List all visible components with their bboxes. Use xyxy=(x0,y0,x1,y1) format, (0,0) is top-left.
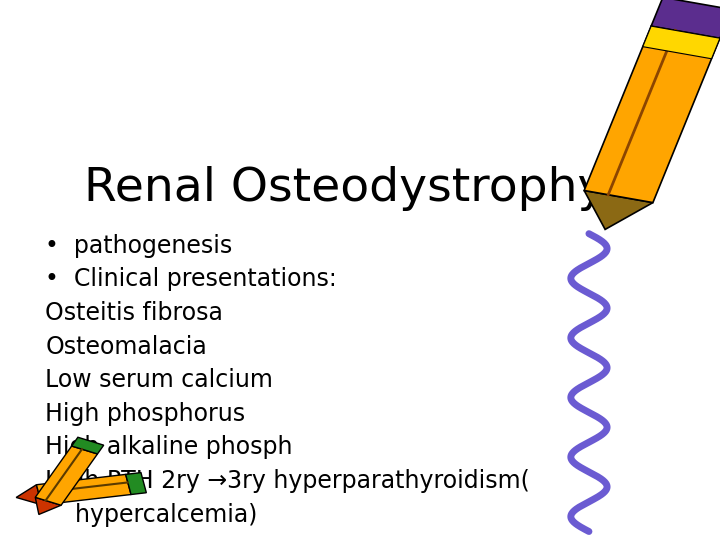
Text: Low serum calcium: Low serum calcium xyxy=(45,368,273,392)
Text: High phosphorus: High phosphorus xyxy=(45,402,246,426)
Text: hypercalcemia): hypercalcemia) xyxy=(45,503,258,526)
Text: Osteitis fibrosa: Osteitis fibrosa xyxy=(45,301,223,325)
Polygon shape xyxy=(72,437,104,454)
Polygon shape xyxy=(35,446,97,505)
Text: Renal Osteodystrophy: Renal Osteodystrophy xyxy=(84,166,606,211)
Polygon shape xyxy=(35,497,61,515)
Text: •  Clinical presentations:: • Clinical presentations: xyxy=(45,267,337,291)
Text: •  pathogenesis: • pathogenesis xyxy=(45,234,233,258)
Text: High alkaline phosph: High alkaline phosph xyxy=(45,435,293,460)
Text: Osteomalacia: Osteomalacia xyxy=(45,334,207,359)
Polygon shape xyxy=(126,472,146,495)
Polygon shape xyxy=(651,0,720,38)
Polygon shape xyxy=(37,475,131,505)
Polygon shape xyxy=(643,26,720,59)
Polygon shape xyxy=(16,485,42,505)
Polygon shape xyxy=(584,26,720,202)
Polygon shape xyxy=(584,191,653,229)
Text: High PTH 2ry →3ry hyperparathyroidism(: High PTH 2ry →3ry hyperparathyroidism( xyxy=(45,469,530,493)
